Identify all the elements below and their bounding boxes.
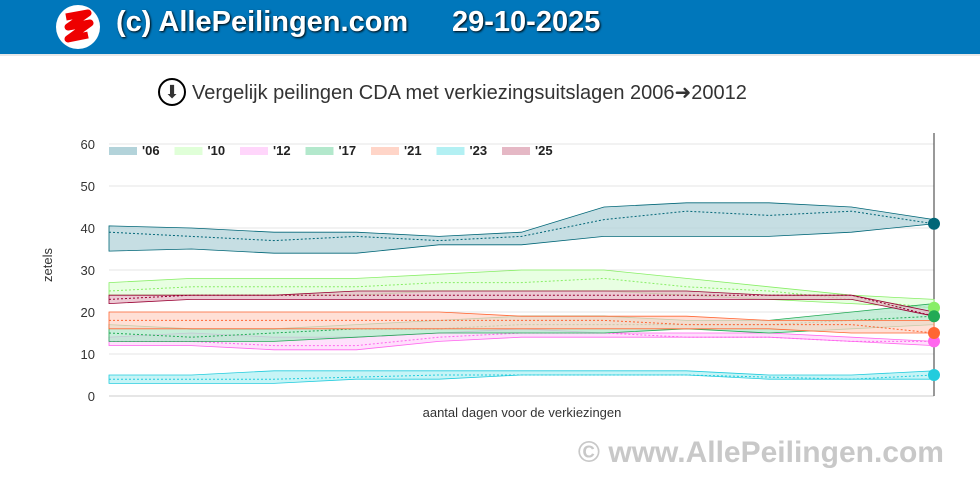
chart-title-text: Vergelijk peilingen CDA met verkiezingsu…: [192, 81, 747, 104]
legend-label: '10: [208, 143, 226, 158]
legend-swatch: [240, 147, 268, 155]
band-y23: [108, 370, 935, 384]
result-dot-y10: [928, 301, 940, 314]
result-dot-y06: [928, 217, 940, 230]
legend-label: '25: [535, 143, 553, 158]
mid-line-y06: [108, 210, 935, 242]
legend-label: '23: [470, 143, 488, 158]
legend-swatch: [502, 147, 530, 155]
legend-swatch: [436, 147, 465, 155]
legend-swatch: [371, 147, 399, 155]
arrow-down-circle-icon: ⬇: [158, 78, 186, 106]
mid-line-y23: [109, 374, 935, 380]
y-tick-label: 0: [88, 389, 95, 404]
y-tick-label: 50: [81, 179, 95, 194]
site-title: (c) AllePeilingen.com: [116, 6, 409, 38]
result-dot-y17: [928, 310, 940, 323]
chart-title: ⬇ Vergelijk peilingen CDA met verkiezing…: [158, 78, 747, 106]
legend-swatch: [305, 147, 334, 155]
y-tick-label: 10: [81, 347, 95, 362]
legend-label: '12: [273, 143, 291, 158]
y-tick-label: 20: [81, 305, 95, 320]
result-dot-y21: [928, 327, 940, 339]
mid-line-y10: [108, 277, 935, 309]
legend-swatch: [174, 147, 203, 155]
result-dot-y23: [928, 369, 940, 381]
header-bar: (c) AllePeilingen.com 29-10-2025: [0, 0, 980, 56]
legend-swatch: [109, 147, 137, 155]
y-tick-label: 30: [81, 263, 95, 278]
watermark: © www.AllePeilingen.com: [577, 436, 944, 469]
mid-line-y21: [109, 319, 935, 334]
mid-line-y25: [108, 294, 935, 317]
y-tick-label: 40: [81, 221, 95, 236]
logo: [56, 5, 100, 49]
header-date: 29-10-2025: [452, 6, 601, 38]
result-dot-y12: [928, 335, 940, 348]
y-axis-label: zetels: [40, 248, 55, 282]
y-tick-label: 60: [81, 137, 95, 152]
band-y10: [108, 269, 935, 309]
legend-label: '21: [404, 143, 422, 158]
legend-label: '17: [339, 143, 357, 158]
x-axis-label: aantal dagen voor de verkiezingen: [423, 405, 622, 420]
legend-label: '06: [142, 143, 160, 158]
